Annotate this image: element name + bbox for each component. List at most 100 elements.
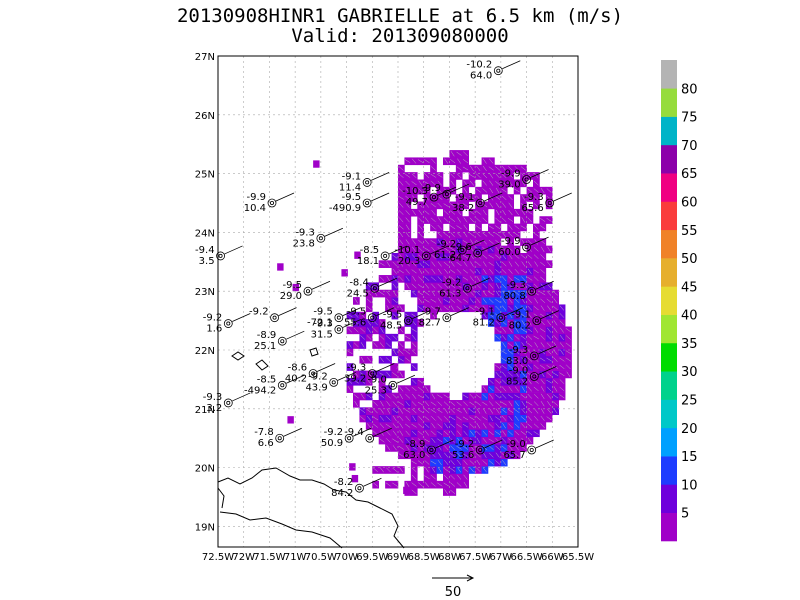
wind-arrow — [470, 239, 474, 245]
wind-arrow — [399, 408, 404, 414]
station-barb — [538, 366, 557, 375]
colorbar-label: 45 — [681, 280, 698, 295]
wind-arrow — [424, 475, 430, 479]
wind-arrow — [469, 306, 475, 311]
wind-arrow — [521, 423, 526, 429]
wind-arrow — [392, 423, 397, 429]
station-barb — [370, 172, 390, 181]
wind-arrow — [450, 159, 456, 164]
wind-arrow — [534, 224, 539, 230]
station-barb — [342, 319, 362, 328]
wind-arrow — [527, 437, 532, 444]
wind-arrow — [412, 239, 417, 245]
wind-arrow — [507, 394, 514, 399]
wind-arrow — [533, 276, 539, 281]
station-marker — [475, 445, 485, 455]
wind-arrow — [521, 408, 526, 414]
wind-arrow — [348, 342, 352, 348]
station-barb — [275, 192, 295, 202]
wind-arrow — [379, 386, 385, 392]
wind-arrow — [482, 173, 488, 179]
wind-arrow — [405, 224, 410, 230]
wind-arrow — [379, 438, 385, 443]
wind-arrow — [469, 423, 475, 428]
wind-arrow — [488, 430, 494, 436]
wind-arrow — [508, 195, 513, 201]
wind-arrow — [379, 372, 385, 377]
station-barb — [504, 307, 524, 317]
station-barb — [530, 169, 549, 178]
wind-arrow — [508, 268, 513, 274]
wind-arrow — [366, 335, 372, 340]
wind-arrow — [495, 423, 500, 429]
x-tick-label: 67W — [490, 552, 513, 563]
wind-arrow — [399, 261, 404, 267]
wind-arrow — [405, 415, 410, 421]
colorbar-label: 25 — [681, 394, 698, 409]
wind-arrow — [540, 246, 545, 253]
wind-arrow — [456, 166, 462, 171]
wind-arrow — [482, 467, 487, 473]
wind-arrow — [373, 467, 378, 472]
wind-arrow — [553, 298, 558, 304]
station-barb — [376, 307, 395, 317]
wind-arrow — [379, 415, 385, 421]
wind-arrow — [456, 269, 462, 274]
wind-arrow — [508, 180, 513, 186]
wind-arrow — [482, 386, 487, 392]
wind-arrow — [456, 445, 462, 450]
wind-arrow — [449, 247, 456, 252]
wind-arrow — [521, 290, 526, 296]
wind-arrow — [508, 202, 513, 208]
wind-arrow — [469, 416, 475, 421]
wind-arrow — [527, 195, 533, 200]
wind-arrow — [431, 158, 436, 164]
wind-arrow — [552, 394, 559, 399]
station-barb — [324, 227, 344, 237]
wind-arrow — [450, 305, 455, 311]
wind-arrow — [546, 372, 552, 377]
station-marker — [527, 445, 537, 455]
wind-arrow — [566, 371, 571, 377]
wind-arrow — [456, 173, 462, 179]
wind-arrow — [482, 261, 487, 267]
wind-arrow — [443, 394, 449, 399]
wind-arrow — [380, 408, 384, 414]
coastline-island-1 — [231, 351, 245, 361]
wind-arrow — [488, 254, 494, 259]
wind-arrow — [508, 327, 513, 333]
wind-arrow — [418, 482, 423, 487]
station-marker — [380, 251, 390, 261]
wind-arrow — [437, 305, 442, 311]
wind-arrow — [366, 283, 372, 289]
wind-arrow — [507, 357, 514, 362]
station-value: 50.9 — [321, 438, 343, 449]
wind-arrow — [450, 151, 455, 157]
wind-arrow — [450, 474, 455, 480]
wind-arrow — [533, 364, 539, 370]
wind-arrow — [405, 357, 411, 362]
station-temp: -9.7 — [421, 307, 441, 318]
wind-arrow — [456, 423, 462, 428]
wind-arrow — [508, 372, 513, 377]
station-dot — [534, 318, 539, 323]
wind-arrow — [430, 409, 437, 413]
colorbar-swatch — [661, 144, 677, 174]
wind-arrow — [380, 400, 384, 407]
station-barb — [430, 245, 449, 255]
wind-arrow — [347, 379, 353, 384]
wind-arrow — [450, 482, 456, 487]
wind-arrow — [489, 283, 494, 289]
station-marker — [329, 377, 339, 387]
station-temp: -9.4 — [195, 245, 215, 256]
wind-arrow — [521, 378, 526, 385]
station-temp: -9.1 — [342, 171, 362, 182]
station-temp: -9.1 — [455, 192, 475, 203]
station-barb — [412, 310, 431, 319]
wind-arrow — [457, 467, 462, 473]
wind-arrow — [418, 261, 423, 267]
wind-arrow — [380, 430, 384, 436]
wind-arrow — [411, 452, 417, 458]
wind-arrow — [476, 459, 481, 466]
wind-arrow — [507, 409, 514, 413]
